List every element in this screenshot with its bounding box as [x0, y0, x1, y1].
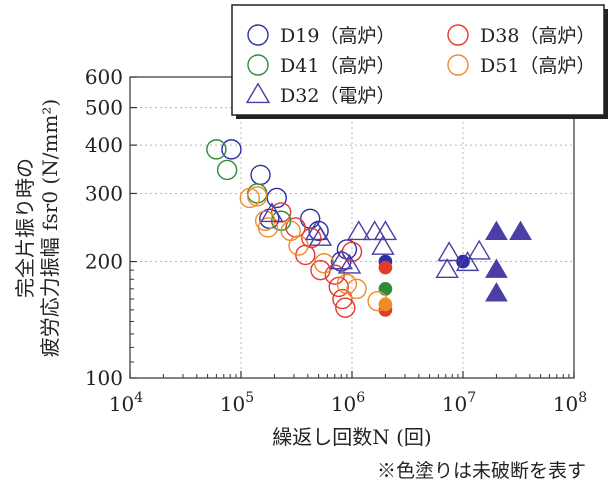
grid-lines [130, 77, 574, 378]
data-point [437, 241, 461, 262]
y-axis-label: 完全片振り時の 疲労応力振幅 fsr0 (N/mm²) [13, 99, 62, 357]
x-tick-label: 104 [109, 390, 143, 416]
data-point [509, 220, 532, 240]
data-point [308, 225, 333, 246]
data-points [206, 139, 532, 318]
data-point [373, 220, 398, 241]
data-point [216, 159, 238, 181]
data-point [288, 235, 309, 256]
data-point [435, 258, 459, 279]
axis-ticks: 104 105 106 107 108 100 200 300 400 500 600 [85, 65, 587, 416]
data-point [206, 139, 227, 160]
y-tick-label: 100 [85, 366, 123, 390]
data-point [335, 297, 356, 318]
legend-marker [247, 54, 269, 76]
data-point [455, 251, 480, 272]
y-tick-label: 500 [85, 96, 123, 120]
data-point [485, 220, 508, 240]
data-point [308, 220, 329, 242]
data-point [247, 186, 268, 207]
legend-marker [245, 82, 271, 104]
data-point [313, 253, 335, 274]
y-tick-label: 600 [85, 65, 123, 89]
data-point [347, 220, 371, 241]
x-tick-label: 108 [553, 390, 587, 416]
data-point [329, 249, 353, 270]
x-tick-label: 106 [331, 390, 365, 416]
data-point [336, 273, 358, 295]
legend-marker [247, 24, 269, 46]
data-point [221, 139, 242, 160]
data-point [378, 297, 393, 312]
data-point [239, 187, 260, 209]
data-point [301, 227, 322, 249]
legend-label: D51（高炉） [480, 55, 595, 77]
series-circle-group [239, 186, 393, 312]
series-triangle-group [260, 202, 532, 302]
y-tick-label: 400 [85, 133, 123, 157]
legend-marker [447, 24, 469, 46]
legend-label: D19（高炉） [280, 25, 395, 47]
data-point [250, 164, 271, 186]
legend-label: D41（高炉） [280, 55, 395, 77]
data-point [328, 276, 349, 298]
x-tick-label: 107 [442, 390, 476, 416]
data-point [257, 217, 279, 238]
data-point [332, 288, 353, 310]
data-point [371, 234, 395, 255]
data-point [337, 253, 362, 274]
x-tick-label: 105 [220, 390, 254, 416]
data-point [378, 260, 393, 275]
data-point [346, 278, 367, 300]
legend-marker [447, 54, 469, 76]
data-point [378, 282, 393, 296]
data-point [260, 202, 284, 223]
legend: D19（高炉） D38（高炉） D41（高炉） D51（高炉） D32（電炉） [231, 4, 608, 119]
data-point [467, 239, 491, 260]
legend-box [231, 4, 605, 116]
legend-label: D38（高炉） [480, 25, 595, 47]
y-axis-label-line2: 疲労応力振幅 fsr0 (N/mm²) [38, 99, 62, 357]
unbroken-note: ※色塗りは未破断を表す [377, 459, 586, 482]
x-axis-label: 繰返し回数N (回) [272, 425, 431, 449]
y-axis-label-line1: 完全片振り時の [13, 158, 37, 298]
data-point [485, 282, 508, 302]
legend-label: D32（電炉） [280, 85, 395, 107]
series-circle-group [206, 139, 393, 296]
y-tick-label: 300 [85, 181, 123, 205]
y-tick-label: 200 [85, 250, 123, 274]
data-point [485, 258, 508, 278]
